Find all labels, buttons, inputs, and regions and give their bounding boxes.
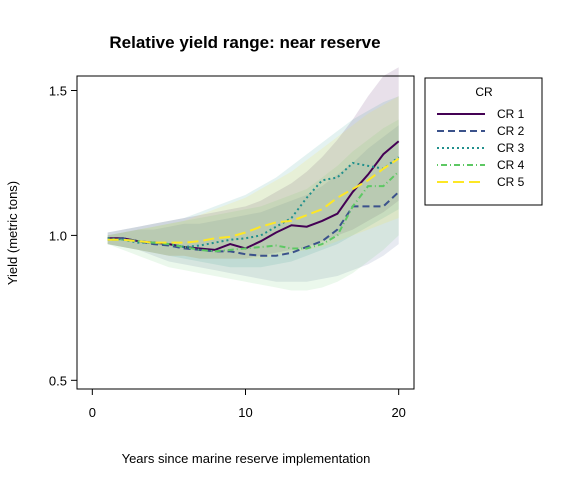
- legend-box: [424, 77, 543, 206]
- line-cr-2: [107, 191, 400, 257]
- legend-label: CR 1: [497, 107, 525, 121]
- x-tick-label: 0: [89, 405, 96, 420]
- x-tick-label: 10: [238, 405, 252, 420]
- band-cr-3: [107, 96, 399, 268]
- legend-title: CR: [475, 85, 493, 99]
- y-tick-label: 0.5: [49, 373, 67, 388]
- line-cr-5: [107, 157, 400, 244]
- band-cr-4: [107, 119, 399, 291]
- y-axis-label: Yield (metric tons): [5, 181, 20, 285]
- line-cr-3: [107, 156, 400, 248]
- x-axis: 0 10 20: [89, 388, 406, 420]
- y-tick-label: 1.0: [49, 228, 67, 243]
- y-tick-label: 1.5: [49, 83, 67, 98]
- legend-label: CR 3: [497, 141, 525, 155]
- x-axis-label: Years since marine reserve implementatio…: [122, 451, 371, 466]
- legend-label: CR 4: [497, 158, 525, 172]
- confidence-bands: [107, 67, 399, 291]
- legend-label: CR 2: [497, 124, 525, 138]
- legend-label: CR 5: [497, 175, 525, 189]
- x-tick-label: 20: [391, 405, 405, 420]
- band-cr-1: [107, 67, 399, 259]
- chart-title: Relative yield range: near reserve: [109, 33, 380, 52]
- series-lines: [107, 140, 400, 257]
- y-axis: 0.5 1.0 1.5: [49, 83, 78, 388]
- legend: CR CR 1 CR 2 CR 3 CR 4 CR 5: [424, 77, 543, 206]
